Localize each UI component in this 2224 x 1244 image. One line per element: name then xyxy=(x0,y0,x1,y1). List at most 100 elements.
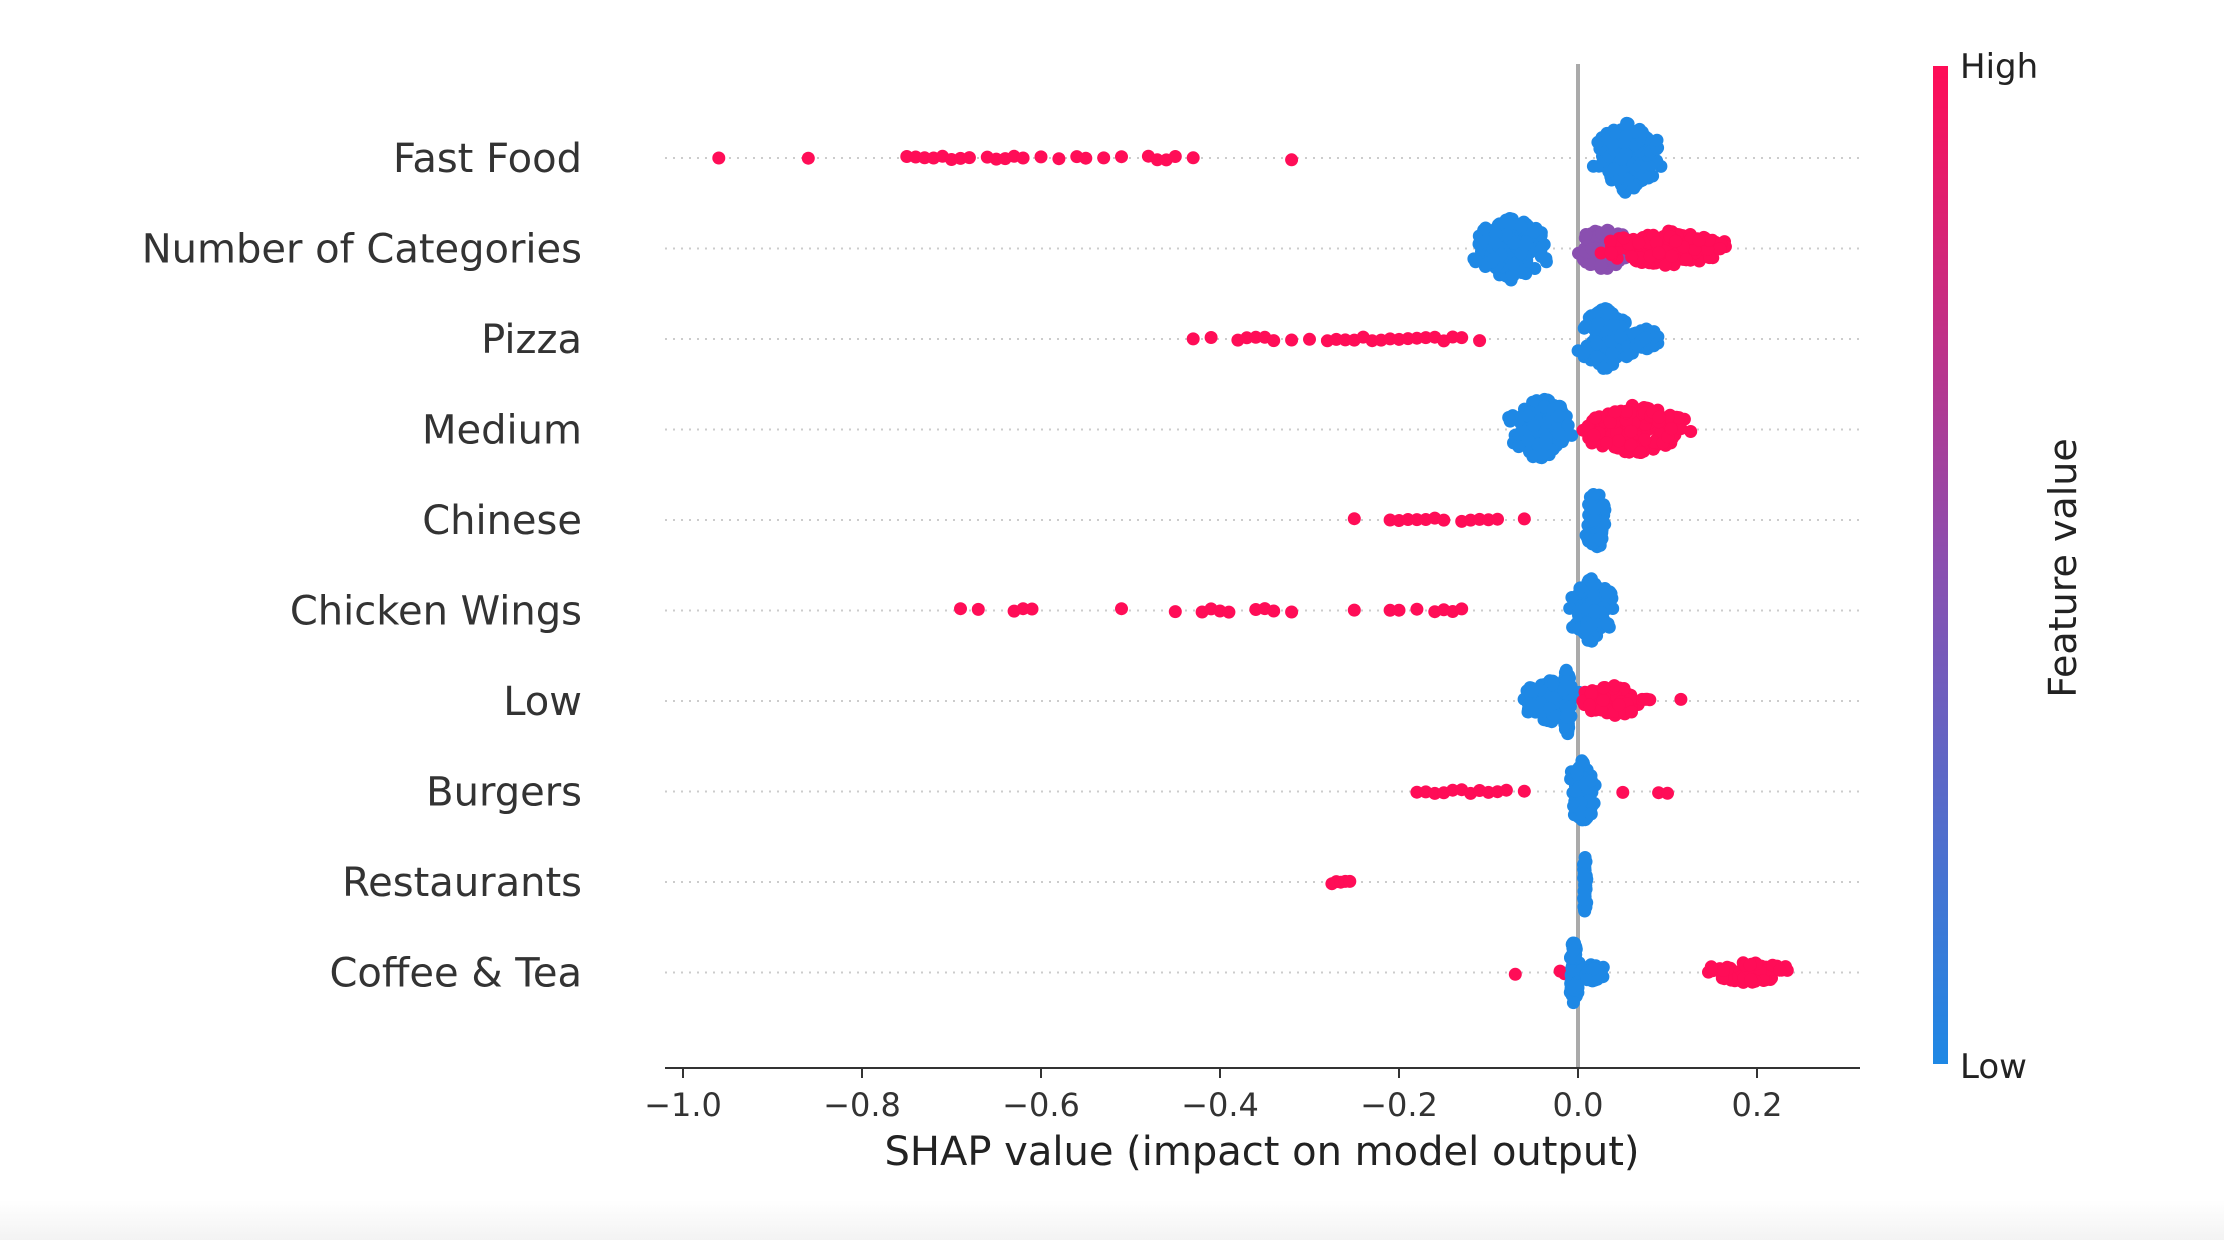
data-point xyxy=(1514,219,1528,233)
data-point xyxy=(1508,967,1522,981)
data-point xyxy=(1585,618,1599,632)
data-point xyxy=(1600,302,1614,316)
data-point xyxy=(1552,409,1565,423)
data-point xyxy=(1115,602,1128,616)
data-point xyxy=(1488,236,1502,250)
data-point xyxy=(1222,605,1236,619)
data-point xyxy=(1617,231,1631,245)
data-point xyxy=(1661,786,1674,800)
data-point xyxy=(1616,785,1630,799)
data-point xyxy=(1674,422,1688,436)
data-point xyxy=(1507,236,1521,250)
data-point xyxy=(1285,605,1299,619)
data-point xyxy=(1204,331,1218,344)
x-tick-label: −0.8 xyxy=(823,1086,901,1124)
data-point xyxy=(1614,152,1628,166)
data-point xyxy=(1584,807,1598,821)
data-point xyxy=(1625,705,1638,719)
data-point xyxy=(1669,234,1683,248)
data-point xyxy=(1455,602,1469,616)
data-point xyxy=(1744,973,1758,987)
data-point xyxy=(1569,784,1582,798)
data-point xyxy=(1521,433,1535,447)
data-point xyxy=(1521,409,1535,423)
data-point xyxy=(1547,678,1560,692)
data-point xyxy=(1586,488,1600,501)
data-point xyxy=(1587,513,1601,527)
feature-label: Burgers xyxy=(426,770,582,816)
data-point xyxy=(1569,977,1583,991)
data-point xyxy=(1649,236,1663,249)
data-point xyxy=(1499,228,1513,242)
data-point xyxy=(1606,318,1620,332)
data-point xyxy=(1613,330,1627,344)
data-point xyxy=(1627,181,1641,195)
data-point xyxy=(1577,893,1591,907)
feature-label: Medium xyxy=(422,408,582,454)
feature-label: Number of Categories xyxy=(142,227,582,273)
data-point xyxy=(1652,410,1666,424)
data-point xyxy=(1052,152,1066,166)
data-point xyxy=(971,602,985,616)
data-point xyxy=(1473,334,1487,348)
data-point xyxy=(1025,602,1039,616)
data-point xyxy=(1564,679,1578,693)
data-point xyxy=(1641,171,1655,185)
data-point xyxy=(1588,411,1602,425)
data-point xyxy=(1588,503,1602,517)
data-point xyxy=(1587,428,1601,442)
data-point xyxy=(1638,331,1652,345)
data-point xyxy=(1594,246,1608,260)
data-point xyxy=(1652,246,1666,260)
x-axis: −1.0 −0.8 −0.6 −0.4 −0.2 0.0 0.2 xyxy=(644,1067,1860,1124)
data-point xyxy=(712,151,726,165)
data-point xyxy=(1650,133,1664,147)
data-point xyxy=(1563,700,1577,714)
data-point xyxy=(1267,604,1281,618)
colorbar-low-label: Low xyxy=(1960,1047,2027,1087)
data-point xyxy=(1467,252,1481,266)
data-point xyxy=(1590,350,1604,364)
data-point xyxy=(1506,269,1520,283)
data-point xyxy=(1560,710,1573,724)
data-point xyxy=(1608,405,1622,419)
data-point xyxy=(1553,399,1566,413)
data-point xyxy=(1590,307,1604,321)
x-tick-label: −0.4 xyxy=(1181,1086,1259,1124)
feature-label: Coffee & Tea xyxy=(329,951,582,997)
data-point xyxy=(1596,361,1610,375)
data-point xyxy=(1527,225,1541,239)
data-point xyxy=(1624,438,1638,452)
data-point xyxy=(1561,418,1575,432)
data-point xyxy=(1547,691,1561,705)
feature-labels: Fast Food Number of Categories Pizza Medium… xyxy=(142,136,582,997)
data-point xyxy=(1594,258,1608,272)
data-point xyxy=(1168,605,1182,619)
data-point xyxy=(1592,531,1606,545)
grid-lines xyxy=(665,157,1860,974)
data-point xyxy=(1518,238,1532,252)
data-point xyxy=(1704,960,1718,974)
data-point xyxy=(1579,871,1592,885)
data-point xyxy=(1566,996,1580,1010)
data-point xyxy=(1580,973,1594,987)
data-point xyxy=(1585,774,1598,788)
data-point xyxy=(1502,218,1516,232)
data-point xyxy=(1566,944,1580,958)
data-point xyxy=(1633,446,1647,459)
data-point xyxy=(954,602,967,616)
data-point xyxy=(1517,512,1531,526)
data-point xyxy=(1343,874,1357,888)
x-axis-label: SHAP value (impact on model output) xyxy=(885,1129,1640,1175)
data-point xyxy=(1743,958,1757,972)
colorbar: High Low Feature value xyxy=(1933,47,2085,1087)
feature-label: Low xyxy=(503,679,582,725)
feature-label: Fast Food xyxy=(393,136,582,182)
data-point xyxy=(1590,337,1604,351)
data-point xyxy=(1583,698,1596,712)
data-point xyxy=(1638,433,1652,447)
colorbar-gradient xyxy=(1933,66,1948,1064)
data-point xyxy=(1600,436,1614,450)
data-point xyxy=(1620,350,1634,364)
